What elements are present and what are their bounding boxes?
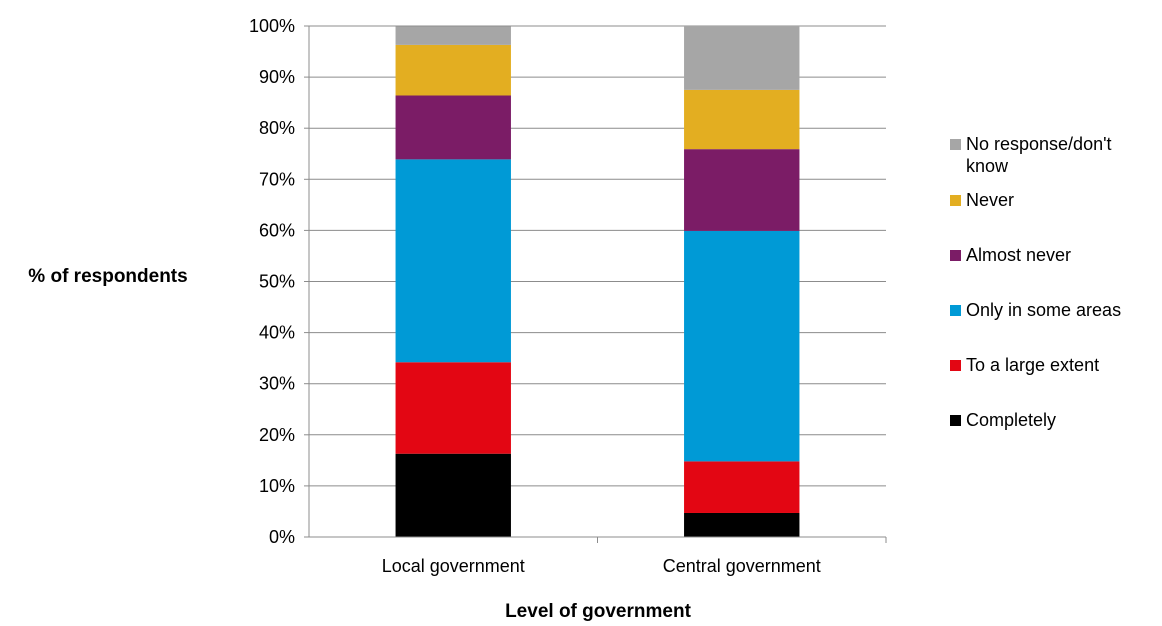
bar-segment <box>684 512 800 537</box>
y-tick-label: 20% <box>259 425 295 445</box>
x-tick-label: Central government <box>663 556 821 576</box>
legend-swatch <box>950 415 961 426</box>
legend-swatch <box>950 305 961 316</box>
bar-segment <box>684 26 800 90</box>
legend-label: Completely <box>966 410 1056 430</box>
y-tick-label: 10% <box>259 476 295 496</box>
y-tick-label: 60% <box>259 220 295 240</box>
y-tick-label: 40% <box>259 323 295 343</box>
bar-segment <box>395 95 511 160</box>
x-tick-label: Local government <box>382 556 525 576</box>
x-tick-labels: Local government Central government <box>382 556 821 576</box>
legend-label: No response/don't <box>966 134 1112 154</box>
y-tick-label: 70% <box>259 169 295 189</box>
y-axis-title: % of respondents <box>28 266 187 287</box>
legend-label: Only in some areas <box>966 300 1121 320</box>
bars <box>395 26 800 537</box>
bar-segment <box>395 453 511 537</box>
legend-label: Never <box>966 190 1014 210</box>
bar-segment <box>395 159 511 363</box>
y-tick-label: 0% <box>269 527 295 547</box>
y-tick-label: 50% <box>259 272 295 292</box>
legend-label: Almost never <box>966 245 1071 265</box>
bar-segment <box>684 461 800 513</box>
bar-segment <box>684 89 800 150</box>
legend-swatch <box>950 360 961 371</box>
legend-swatch <box>950 195 961 206</box>
bar-segment <box>684 230 800 462</box>
legend-swatch <box>950 250 961 261</box>
bar-segment <box>395 362 511 454</box>
y-tick-labels: 0% 10% 20% 30% 40% 50% 60% 70% 80% 90% 100% <box>249 16 295 547</box>
legend-swatch <box>950 139 961 150</box>
axes <box>304 25 887 543</box>
legend-label: To a large extent <box>966 355 1099 375</box>
bar-segment <box>395 26 511 45</box>
bar-segment <box>395 44 511 96</box>
y-tick-label: 30% <box>259 374 295 394</box>
bar-segment <box>684 149 800 231</box>
y-tick-label: 80% <box>259 118 295 138</box>
x-axis-title: Level of government <box>505 601 691 622</box>
legend-label: know <box>966 156 1009 176</box>
y-tick-label: 90% <box>259 67 295 87</box>
y-tick-label: 100% <box>249 16 295 36</box>
